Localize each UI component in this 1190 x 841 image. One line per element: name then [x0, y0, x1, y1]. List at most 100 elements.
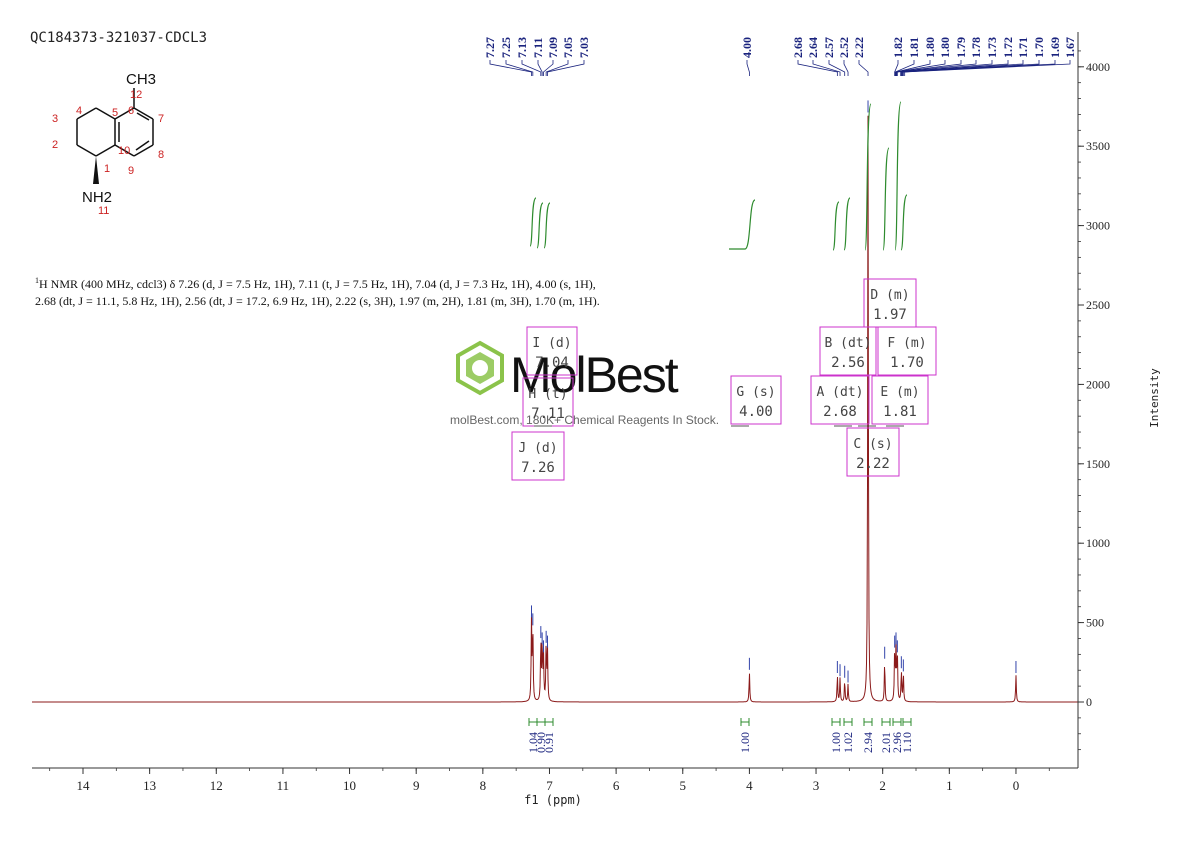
peak-label: 1.71: [1016, 37, 1030, 58]
integral-curve: [832, 201, 840, 251]
atom-label: 8: [158, 149, 164, 161]
peak-label: 1.67: [1063, 37, 1077, 58]
x-axis-tick-label: 13: [143, 778, 156, 793]
multiplet-shift: 1.81: [883, 404, 917, 420]
atom-label: 9: [128, 165, 134, 177]
peak-label: 1.78: [969, 37, 983, 58]
peak-label: 4.00: [740, 37, 754, 58]
peak-label: 1.70: [1032, 37, 1046, 58]
multiplet-box: [871, 375, 929, 425]
multiplet-shift: 7.11: [531, 406, 565, 422]
peak-label-leader: [896, 60, 962, 76]
multiplet-label: H (t): [528, 387, 567, 402]
integral-value: 0.90: [534, 732, 548, 753]
peak-label-leader: [547, 60, 585, 76]
integral-value: 2.96: [890, 732, 904, 753]
atom-label: 3: [52, 113, 58, 125]
multiplet-box: [819, 326, 877, 376]
integral-value: 1.10: [900, 732, 914, 753]
peak-label-leader: [894, 60, 915, 76]
peak-label-leader: [900, 60, 1009, 76]
integral-curve: [894, 101, 902, 251]
peak-label: 2.57: [822, 37, 836, 58]
multiplet-label: B (dt): [825, 336, 872, 351]
integral-value: 1.00: [738, 732, 752, 753]
integral-curve: [882, 147, 890, 251]
peak-label-leader: [828, 60, 846, 76]
x-axis-tick-label: 5: [680, 778, 687, 793]
multiplet-label: C (s): [853, 437, 892, 452]
peak-label: 1.80: [938, 37, 952, 58]
integral-value: 2.01: [879, 732, 893, 753]
multiplet-box: [846, 427, 900, 477]
multiplet-label: A (dt): [817, 385, 864, 400]
atom-label: 12: [130, 89, 142, 101]
peak-label-leader: [896, 60, 977, 76]
peak-label-leader: [543, 60, 554, 76]
x-axis-tick-label: 10: [343, 778, 356, 793]
integral-curve: [543, 202, 551, 249]
integral-value: 1.04: [526, 732, 540, 753]
multiplet-shift: 1.70: [890, 355, 924, 371]
multiplet-box: [877, 326, 937, 376]
multiplet-shift: 7.04: [535, 355, 569, 371]
atom-label: 10: [118, 145, 130, 157]
peak-label: 7.25: [499, 37, 513, 58]
peak-label: 7.03: [577, 37, 591, 58]
x-axis-tick-label: 14: [77, 778, 91, 793]
x-axis-tick-label: 9: [413, 778, 420, 793]
x-axis-tick-label: 12: [210, 778, 223, 793]
nmr-description: 1H NMR (400 MHz, cdcl3) δ 7.26 (d, J = 7…: [35, 272, 615, 310]
multiplet-box: [810, 375, 870, 425]
peak-label-leader: [902, 60, 1040, 76]
watermark-tagline: molBest.com, 180K+ Chemical Reagents In …: [450, 413, 720, 427]
multiplet-label: J (d): [518, 441, 557, 456]
y-axis-tick-label: 1000: [1086, 536, 1110, 550]
x-axis-tick-label: 4: [746, 778, 753, 793]
atom-label: 2: [52, 139, 58, 151]
nucleus-superscript: 1: [35, 276, 39, 285]
peak-label: 2.22: [852, 37, 866, 58]
multiplet-shift: 2.22: [856, 456, 890, 472]
peak-label: 1.73: [985, 37, 999, 58]
x-axis-tick-label: 8: [480, 778, 487, 793]
atom-label: 5: [112, 107, 118, 119]
peak-label-leader: [746, 60, 750, 76]
integral-curve: [729, 199, 756, 250]
peak-label-leader: [894, 60, 899, 76]
y-axis-tick-label: 500: [1086, 616, 1104, 630]
integral-curve: [536, 202, 544, 249]
methyl-label: CH3: [126, 71, 156, 88]
nmr-description-text: H NMR (400 MHz, cdcl3) δ 7.26 (d, J = 7.…: [35, 277, 600, 308]
sample-id: QC184373-321037-CDCL3: [30, 30, 208, 46]
integral-curve: [900, 194, 908, 251]
watermark: MolBest molBest.com, 180K+ Chemical Reag…: [450, 340, 750, 435]
y-axis-tick-label: 0: [1086, 695, 1092, 709]
peak-label-leader: [537, 60, 543, 76]
multiplet-label: E (m): [880, 385, 919, 400]
peak-label: 7.27: [483, 37, 497, 58]
peak-label-leader: [904, 60, 1071, 76]
peak-label: 7.13: [515, 37, 529, 58]
peak-label-leader: [521, 60, 542, 76]
peak-label: 1.69: [1048, 37, 1062, 58]
integral-curve: [864, 103, 872, 251]
x-axis-tick-label: 0: [1013, 778, 1020, 793]
integral-value: 1.00: [829, 732, 843, 753]
peak-label-leader: [900, 60, 993, 76]
integral-value: 0.91: [542, 732, 556, 753]
multiplet-shift: 1.97: [873, 307, 907, 323]
spectrum-trace: [32, 115, 1078, 703]
multiplet-label: D (m): [870, 288, 909, 303]
y-axis-tick-label: 3500: [1086, 139, 1110, 153]
multiplet-shift: 2.56: [831, 355, 865, 371]
x-axis-tick-label: 3: [813, 778, 820, 793]
amine-label: NH2: [82, 189, 112, 206]
peak-label-leader: [505, 60, 534, 76]
x-axis-tick-label: 7: [546, 778, 553, 793]
peak-label-leader: [895, 60, 946, 76]
multiplet-shift: 2.68: [823, 404, 857, 420]
x-axis-tick-label: 1: [946, 778, 953, 793]
multiplet-label: F (m): [887, 336, 926, 351]
